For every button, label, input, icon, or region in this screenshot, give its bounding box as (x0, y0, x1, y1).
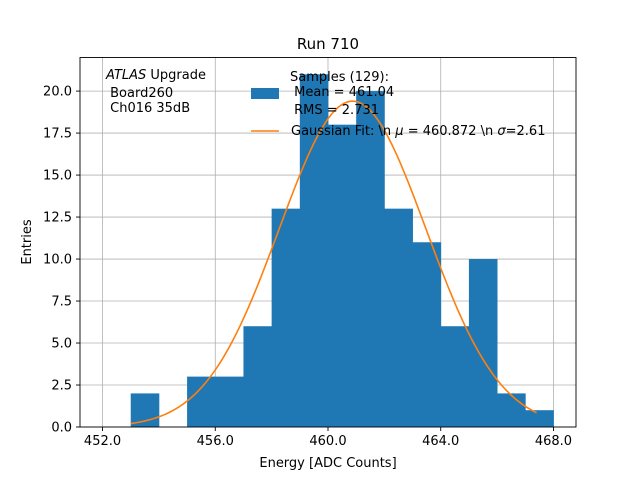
legend-fit-post: =2.61 (506, 124, 546, 139)
legend-histogram-line1: Samples (129): (290, 70, 389, 85)
histogram-bar-2 (187, 376, 216, 427)
channel-label: Ch016 35dB (106, 101, 190, 116)
x-tick-label-4: 468.0 (535, 434, 572, 449)
legend-histogram-line2: Mean = 461.04 (290, 85, 394, 100)
x-axis-ticks: 452.0 456.0 460.0 464.0 468.0 (84, 427, 572, 449)
histogram-bar-7 (328, 124, 357, 427)
legend-fit-sigma: σ (497, 124, 506, 139)
y-tick-label-7: 17.5 (43, 127, 72, 142)
y-tick-label-5: 12.5 (43, 211, 72, 226)
histogram-bar-5 (271, 208, 301, 427)
y-tick-label-0: 0.0 (51, 421, 72, 436)
histogram-bar-8 (356, 91, 385, 427)
x-tick-label-2: 460.0 (309, 434, 346, 449)
legend-fit-mid: = 460.872 \n (404, 124, 498, 139)
histogram-bar-6 (299, 74, 329, 427)
y-tick-label-3: 7.5 (51, 295, 72, 310)
x-axis-label: Energy [ADC Counts] (259, 456, 396, 471)
histogram-bar-4 (243, 326, 273, 427)
histogram-bar-9 (384, 208, 413, 427)
legend-fit-mu: μ (394, 124, 403, 139)
x-tick-label-0: 452.0 (84, 434, 121, 449)
histogram-bar-11 (440, 326, 470, 427)
y-tick-label-1: 2.5 (51, 379, 72, 394)
y-axis-ticks: 0.0 2.5 5.0 7.5 10.0 12.5 15.0 17.5 20.0 (43, 85, 80, 436)
histogram-bar-13 (497, 393, 526, 427)
legend: Samples (129): Mean = 461.04 RMS = 2.731… (251, 70, 545, 139)
y-tick-label-2: 5.0 (51, 337, 72, 352)
x-tick-label-1: 456.0 (197, 434, 234, 449)
y-axis-label: Entries (20, 219, 35, 265)
legend-fit-label: Gaussian Fit: \n μ = 460.872 \n σ=2.61 (291, 124, 545, 139)
y-tick-label-4: 10.0 (43, 253, 72, 268)
histogram-bars (130, 74, 554, 427)
legend-fit-pre: Gaussian Fit: \n (291, 124, 395, 139)
y-tick-label-8: 20.0 (43, 85, 72, 100)
atlas-label: ATLAS (105, 68, 146, 83)
y-tick-label-6: 15.0 (43, 169, 72, 184)
x-tick-label-3: 464.0 (422, 434, 459, 449)
histogram-bar-10 (412, 242, 442, 427)
board-label: Board260 (106, 86, 173, 101)
gaussian-fit-curve (130, 100, 537, 425)
histogram-bar-14 (525, 410, 554, 427)
histogram-bar-0 (130, 393, 160, 427)
atlas-annotation: ATLAS Upgrade Board260 Ch016 35dB (105, 68, 206, 116)
upgrade-label: Upgrade (146, 68, 206, 83)
legend-histogram-swatch (251, 88, 279, 99)
chart-title: Run 710 (297, 35, 359, 53)
legend-histogram-line3: RMS = 2.731 (290, 103, 379, 118)
svg-text:ATLAS Upgrade: ATLAS Upgrade (105, 68, 206, 83)
histogram-bar-3 (215, 376, 244, 427)
